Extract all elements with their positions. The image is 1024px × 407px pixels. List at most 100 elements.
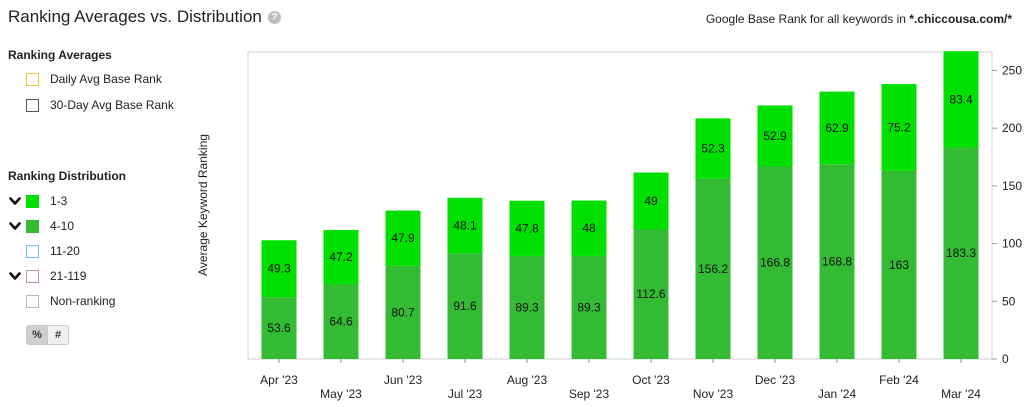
chevron-down-icon[interactable] bbox=[8, 269, 22, 283]
y-tick-label: 0 bbox=[1002, 352, 1009, 366]
y-tick-label: 200 bbox=[1002, 121, 1022, 135]
chart-subtitle: Google Base Rank for all keywords in *.c… bbox=[706, 12, 1012, 26]
bar-4-10[interactable] bbox=[385, 265, 421, 359]
data-label: 183.3 bbox=[946, 246, 976, 260]
data-label: 47.8 bbox=[515, 221, 539, 235]
bar-1-3[interactable] bbox=[571, 200, 607, 256]
legend-item-4-10[interactable]: 4-10 bbox=[8, 217, 74, 235]
bar-4-10[interactable] bbox=[509, 255, 545, 359]
legend-label: Daily Avg Base Rank bbox=[50, 72, 162, 86]
x-tick-label: Sep '23 bbox=[569, 387, 610, 401]
bar-1-3[interactable] bbox=[943, 51, 979, 148]
value-mode-toggle: % # bbox=[26, 325, 69, 345]
ranking-distribution-title: Ranking Distribution bbox=[8, 169, 126, 183]
x-tick-label: Apr '23 bbox=[260, 373, 298, 387]
data-label: 62.9 bbox=[825, 121, 849, 135]
legend-label: 1-3 bbox=[50, 194, 68, 208]
legend-item-1-3[interactable]: 1-3 bbox=[8, 192, 67, 210]
x-tick-label: Nov '23 bbox=[693, 387, 734, 401]
chart-title: Ranking Averages vs. Distribution? bbox=[8, 7, 281, 27]
bar-1-3[interactable] bbox=[509, 200, 545, 256]
legend-swatch bbox=[26, 269, 39, 283]
chevron-down-icon[interactable] bbox=[8, 194, 22, 208]
data-label: 89.3 bbox=[515, 300, 539, 314]
subtitle-domain: *.chiccousa.com/* bbox=[909, 12, 1012, 26]
legend-item-21-119[interactable]: 21-119 bbox=[8, 267, 86, 285]
legend-label: 11-20 bbox=[50, 244, 80, 258]
legend-label: 30-Day Avg Base Rank bbox=[50, 98, 174, 112]
legend-swatch bbox=[26, 72, 39, 86]
data-label: 163 bbox=[889, 258, 909, 272]
percent-toggle-button[interactable]: % bbox=[27, 326, 47, 344]
x-tick-label: Jun '23 bbox=[384, 373, 423, 387]
y-tick-label: 250 bbox=[1002, 63, 1022, 77]
bar-1-3[interactable] bbox=[385, 210, 421, 266]
legend-swatch bbox=[26, 98, 39, 112]
bar-4-10[interactable] bbox=[261, 297, 297, 359]
data-label: 49 bbox=[644, 194, 658, 208]
data-label: 156.2 bbox=[698, 262, 728, 276]
ranking-averages-title: Ranking Averages bbox=[8, 48, 112, 62]
bar-1-3[interactable] bbox=[881, 84, 917, 171]
x-tick-label: Aug '23 bbox=[507, 373, 548, 387]
count-toggle-button[interactable]: # bbox=[47, 326, 68, 344]
bar-4-10[interactable] bbox=[323, 284, 359, 359]
bar-1-3[interactable] bbox=[261, 240, 297, 298]
data-label: 83.4 bbox=[949, 92, 973, 106]
data-label: 52.9 bbox=[763, 129, 787, 143]
bar-4-10[interactable] bbox=[571, 255, 607, 359]
x-tick-label: Oct '23 bbox=[632, 373, 670, 387]
data-label: 80.7 bbox=[391, 305, 415, 319]
legend-swatch bbox=[26, 219, 39, 233]
data-label: 166.8 bbox=[760, 256, 790, 270]
x-tick-label: May '23 bbox=[320, 387, 362, 401]
bar-4-10[interactable] bbox=[819, 164, 855, 359]
data-label: 75.2 bbox=[887, 120, 911, 134]
data-label: 47.2 bbox=[329, 250, 353, 264]
data-label: 112.6 bbox=[636, 287, 665, 301]
bar-1-3[interactable] bbox=[447, 197, 483, 254]
legend-label: Non-ranking bbox=[50, 294, 116, 308]
data-label: 91.6 bbox=[453, 299, 477, 313]
bar-4-10[interactable] bbox=[447, 253, 483, 359]
bar-1-3[interactable] bbox=[633, 172, 669, 230]
bar-1-3[interactable] bbox=[323, 229, 359, 285]
data-label: 89.3 bbox=[577, 300, 601, 314]
plot-area bbox=[247, 51, 993, 360]
bar-4-10[interactable] bbox=[633, 229, 669, 359]
data-label: 64.6 bbox=[329, 315, 353, 329]
bar-4-10[interactable] bbox=[757, 166, 793, 359]
help-icon[interactable]: ? bbox=[267, 11, 281, 24]
bar-1-3[interactable] bbox=[695, 118, 731, 179]
legend-swatch bbox=[26, 244, 39, 258]
legend-swatch bbox=[26, 294, 39, 308]
chevron-down-icon[interactable] bbox=[8, 219, 22, 233]
data-label: 53.6 bbox=[267, 321, 291, 335]
data-label: 168.8 bbox=[822, 255, 852, 269]
data-label: 48.1 bbox=[453, 219, 477, 233]
legend-item-30-day-avg-base-rank[interactable]: 30-Day Avg Base Rank bbox=[8, 96, 174, 114]
legend-item-daily-avg-base-rank[interactable]: Daily Avg Base Rank bbox=[8, 70, 162, 88]
x-tick-label: Mar '24 bbox=[941, 387, 981, 401]
x-tick-label: Dec '23 bbox=[755, 373, 796, 387]
y-tick-label: 150 bbox=[1002, 179, 1022, 193]
y-axis-title: Average Keyword Ranking bbox=[196, 134, 210, 276]
legend-item-non-ranking[interactable]: Non-ranking bbox=[8, 292, 115, 310]
legend-label: 4-10 bbox=[50, 219, 75, 233]
bar-4-10[interactable] bbox=[881, 170, 917, 359]
y-tick-label: 100 bbox=[1002, 237, 1022, 251]
bar-4-10[interactable] bbox=[943, 147, 979, 359]
legend-swatch bbox=[26, 194, 39, 208]
data-label: 47.9 bbox=[391, 231, 415, 245]
chart-title-text: Ranking Averages vs. Distribution bbox=[8, 7, 262, 26]
bar-1-3[interactable] bbox=[757, 105, 793, 167]
data-label: 48 bbox=[582, 221, 596, 235]
legend-item-11-20[interactable]: 11-20 bbox=[8, 242, 80, 260]
x-tick-label: Jan '24 bbox=[818, 387, 857, 401]
bar-1-3[interactable] bbox=[819, 91, 855, 165]
subtitle-prefix: Google Base Rank for all keywords in bbox=[705, 12, 910, 26]
bar-4-10[interactable] bbox=[695, 178, 731, 359]
data-label: 49.3 bbox=[267, 262, 291, 276]
x-tick-label: Feb '24 bbox=[879, 373, 919, 387]
